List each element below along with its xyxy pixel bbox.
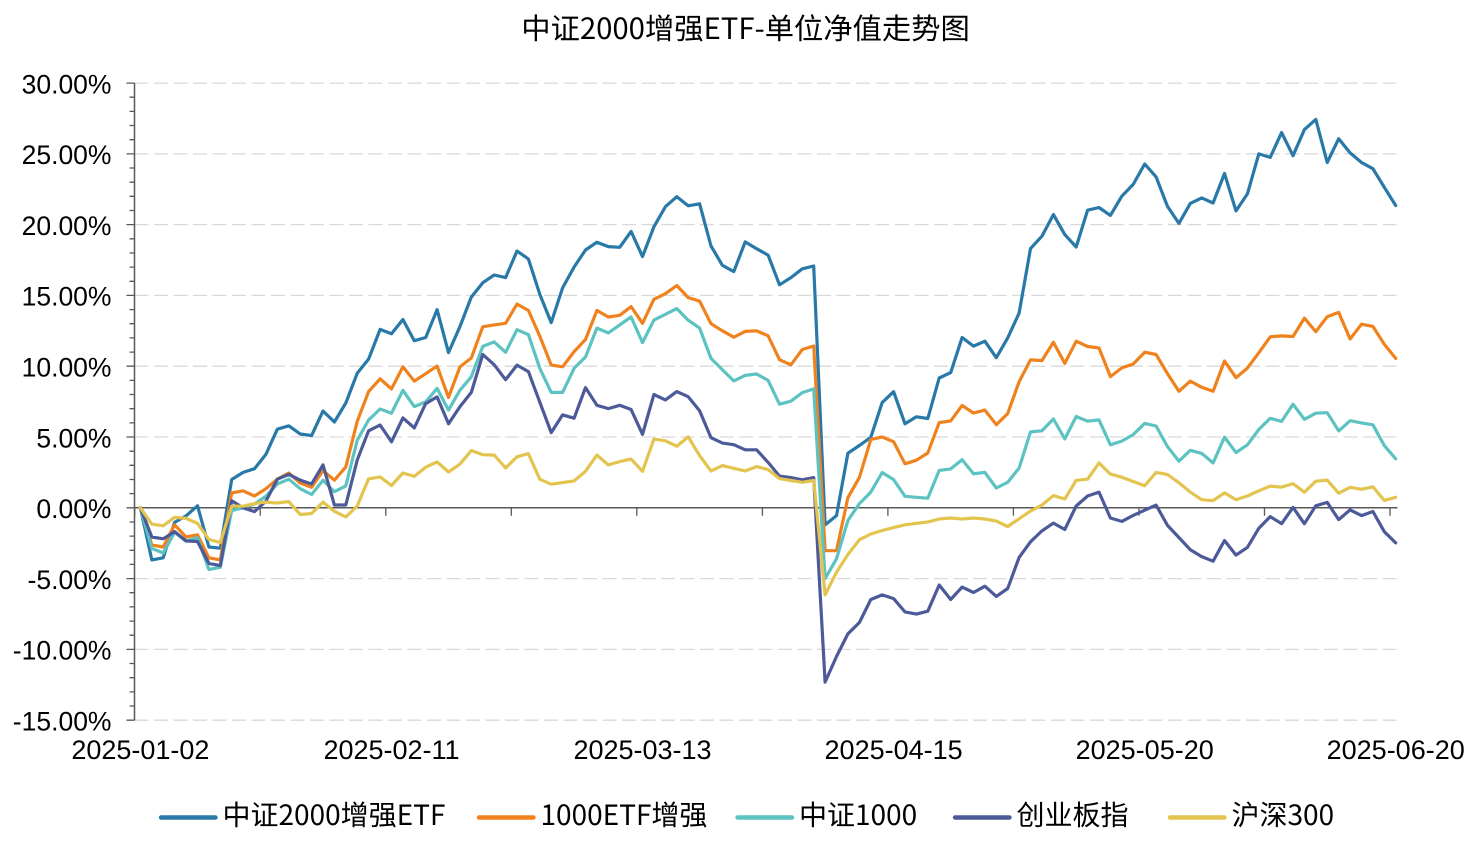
svg-text:20.00%: 20.00% xyxy=(22,211,112,241)
svg-text:-5.00%: -5.00% xyxy=(28,565,112,595)
svg-text:10.00%: 10.00% xyxy=(22,353,112,383)
svg-text:2025-05-20: 2025-05-20 xyxy=(1076,735,1214,765)
svg-text:2025-03-13: 2025-03-13 xyxy=(573,735,711,765)
svg-text:25.00%: 25.00% xyxy=(22,140,112,170)
svg-text:2025-06-20: 2025-06-20 xyxy=(1327,735,1465,765)
svg-text:-10.00%: -10.00% xyxy=(13,636,112,666)
svg-text:15.00%: 15.00% xyxy=(22,282,112,312)
svg-text:2025-02-11: 2025-02-11 xyxy=(323,735,459,765)
svg-text:5.00%: 5.00% xyxy=(36,423,111,453)
svg-text:-15.00%: -15.00% xyxy=(13,707,112,737)
svg-text:0.00%: 0.00% xyxy=(36,494,111,524)
svg-text:2025-04-15: 2025-04-15 xyxy=(825,735,963,765)
svg-text:2025-01-02: 2025-01-02 xyxy=(71,735,209,765)
svg-text:30.00%: 30.00% xyxy=(22,69,112,99)
